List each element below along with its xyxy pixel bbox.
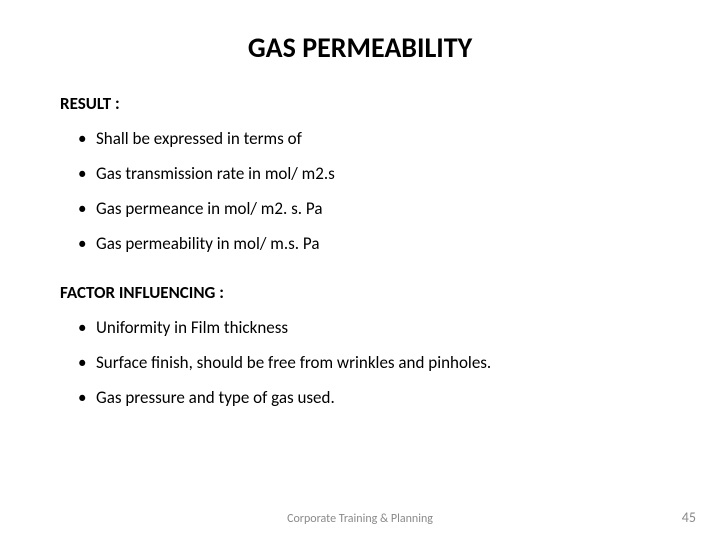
list-item: Gas permeability in mol/ m.s. Pa	[78, 233, 660, 254]
section-result: RESULT : Shall be expressed in terms of …	[60, 93, 660, 254]
list-item: Surface finish, should be free from wrin…	[78, 352, 660, 373]
list-item: Gas transmission rate in mol/ m2.s	[78, 163, 660, 184]
footer-text: Corporate Training & Planning	[0, 512, 720, 526]
list-item: Uniformity in Film thickness	[78, 317, 660, 338]
page-title: GAS PERMEABILITY	[130, 30, 590, 65]
list-item: Gas permeance in mol/ m2. s. Pa	[78, 198, 660, 219]
section-heading-result: RESULT :	[60, 93, 660, 114]
result-list: Shall be expressed in terms of Gas trans…	[60, 128, 660, 254]
factors-list: Uniformity in Film thickness Surface fin…	[60, 317, 660, 408]
slide: GAS PERMEABILITY RESULT : Shall be expre…	[0, 0, 720, 540]
page-number: 45	[682, 509, 696, 526]
list-item: Gas pressure and type of gas used.	[78, 387, 660, 408]
section-heading-factors: FACTOR INFLUENCING :	[60, 282, 660, 303]
list-item: Shall be expressed in terms of	[78, 128, 660, 149]
section-factors: FACTOR INFLUENCING : Uniformity in Film …	[60, 282, 660, 408]
